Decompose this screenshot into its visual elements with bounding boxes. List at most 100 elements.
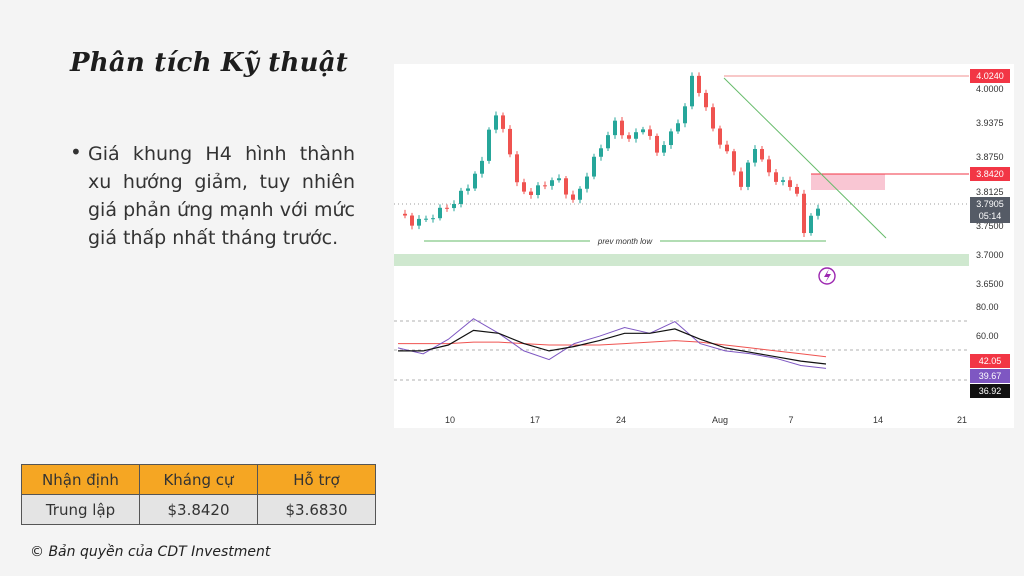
rsi-signal-line (398, 328, 827, 365)
candle-body (403, 213, 407, 216)
candle-body (809, 215, 813, 234)
countdown-badge: 05:14 (979, 211, 1002, 221)
candle-body (753, 148, 757, 163)
candle-body (683, 106, 687, 124)
price-tick: 3.8750 (976, 152, 1004, 162)
candle-body (739, 171, 743, 187)
outlook-table: Nhận định Kháng cự Hỗ trợ Trung lập $3.8… (21, 464, 376, 525)
candle-body (529, 191, 533, 195)
candle-body (641, 129, 645, 133)
candle-body (438, 207, 442, 219)
time-tick: Aug (712, 415, 728, 425)
candle-body (578, 188, 582, 200)
candle-body (606, 135, 610, 149)
candle-body (508, 128, 512, 155)
time-tick: 14 (873, 415, 883, 425)
candle-body (704, 92, 708, 108)
candle-body (746, 162, 750, 187)
bullet-dot-icon: • (70, 140, 82, 164)
header-support: Hỗ trợ (257, 464, 376, 495)
price-tick: 3.7500 (976, 221, 1004, 231)
candle-body (557, 178, 561, 181)
candle-body (494, 115, 498, 130)
candle-body (774, 172, 778, 182)
price-tick: 4.0000 (976, 84, 1004, 94)
analysis-text: Giá khung H4 hình thành xu hướng giảm, t… (88, 143, 355, 249)
time-tick: 21 (957, 415, 967, 425)
time-tick: 17 (530, 415, 540, 425)
rsi-badge-purple: 39.67 (979, 371, 1002, 381)
rsi-line (397, 318, 827, 369)
trendline (723, 77, 887, 239)
candle-body (480, 160, 484, 174)
resistance-zone (811, 174, 885, 190)
candle-body (550, 180, 554, 186)
candle-body (788, 180, 792, 187)
candle-body (725, 144, 729, 152)
candle-body (410, 215, 414, 226)
candle-body (522, 182, 526, 192)
candle-body (501, 115, 505, 129)
rsi-badge-red: 42.05 (979, 356, 1002, 366)
rsi-tick: 60.00 (976, 331, 999, 341)
time-tick: 7 (788, 415, 793, 425)
price-tick: 3.7000 (976, 250, 1004, 260)
candle-body (711, 107, 715, 129)
header-resistance: Kháng cự (139, 464, 258, 495)
candle-body (571, 194, 575, 200)
candle-body (515, 154, 519, 183)
slide-title: Phân tích Kỹ thuật (70, 48, 348, 78)
price-tick: 3.9375 (976, 118, 1004, 128)
candle-body (816, 208, 820, 216)
header-outlook: Nhận định (21, 464, 140, 495)
candle-body (613, 120, 617, 136)
prev-month-low-label: prev month low (597, 237, 653, 246)
candle-body (459, 190, 463, 204)
candle-body (718, 128, 722, 145)
lightning-icon[interactable] (818, 267, 836, 285)
candle-body (676, 123, 680, 132)
candle-body (781, 180, 785, 182)
rsi-badge-black: 36.92 (979, 386, 1002, 396)
candle-body (564, 178, 568, 195)
candle-body (445, 207, 449, 209)
candle-body (627, 135, 631, 139)
price-tick: 3.8125 (976, 187, 1004, 197)
price-chart-panel: prev month low 4.0000 3.9375 3.8750 3.81… (394, 64, 1014, 428)
current-price-badge: 3.7905 (976, 199, 1004, 209)
candle-body (662, 145, 666, 153)
candle-body (585, 176, 589, 189)
candle-body (417, 218, 421, 226)
candle-body (431, 218, 435, 220)
rsi-tick: 80.00 (976, 302, 999, 312)
analysis-bullet: • Giá khung H4 hình thành xu hướng giảm,… (70, 140, 355, 252)
candle-body (599, 148, 603, 157)
rsi-ma-line (398, 340, 827, 358)
time-tick: 10 (445, 415, 455, 425)
candle-body (592, 156, 596, 177)
candle-body (669, 131, 673, 146)
cell-outlook: Trung lập (21, 494, 140, 525)
candle-body (466, 188, 470, 191)
candle-body (690, 75, 694, 107)
candle-body (543, 185, 547, 187)
time-tick: 24 (616, 415, 626, 425)
price-chart: prev month low 4.0000 3.9375 3.8750 3.81… (394, 69, 1010, 425)
candle-body (620, 120, 624, 136)
candle-body (424, 218, 428, 220)
cell-support: $3.6830 (257, 494, 376, 525)
candle-body (634, 132, 638, 139)
price-tick: 3.6500 (976, 279, 1004, 289)
high-price-badge: 4.0240 (976, 71, 1004, 81)
copyright-text: © Bản quyền của CDT Investment (30, 544, 271, 560)
candle-body (697, 75, 701, 93)
candle-body (795, 186, 799, 194)
candle-body (767, 159, 771, 173)
candle-body (487, 129, 491, 161)
candle-body (655, 135, 659, 153)
candle-body (648, 129, 652, 136)
candle-body (536, 185, 540, 195)
candle-body (452, 203, 456, 209)
candle-body (473, 173, 477, 189)
resistance-price-badge: 3.8420 (976, 169, 1004, 179)
